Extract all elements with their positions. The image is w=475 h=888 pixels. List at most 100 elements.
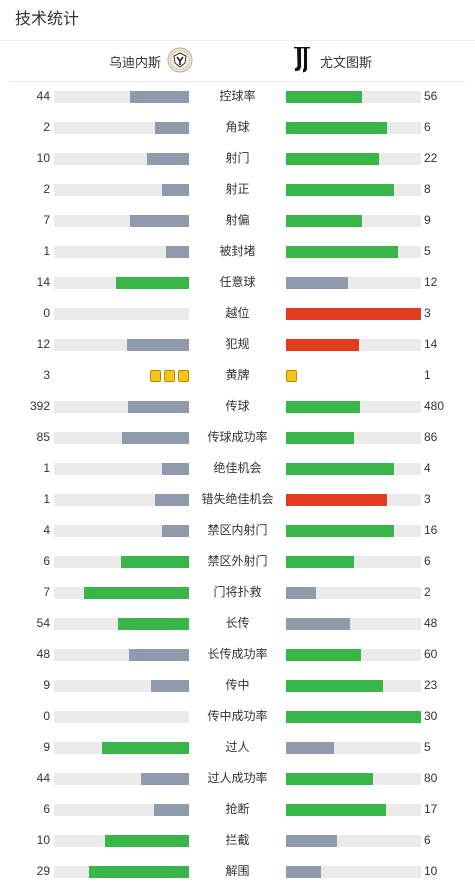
home-bar-track bbox=[54, 308, 189, 320]
teams-divider bbox=[10, 81, 465, 82]
home-bar-track bbox=[54, 866, 189, 878]
away-bar-fill bbox=[286, 556, 354, 568]
home-bar-track bbox=[54, 463, 189, 475]
stat-label: 解围 bbox=[225, 864, 250, 878]
away-bar-fill bbox=[286, 308, 421, 320]
home-bar-track bbox=[54, 587, 189, 599]
home-bar-track bbox=[54, 680, 189, 692]
stat-label: 抢断 bbox=[225, 802, 250, 816]
stat-label: 长传 bbox=[225, 616, 250, 630]
home-bar-track bbox=[54, 91, 189, 103]
away-value: 56 bbox=[424, 89, 438, 103]
away-bar-track bbox=[286, 835, 421, 847]
home-bar-track bbox=[54, 649, 189, 661]
away-bar-track bbox=[286, 649, 421, 661]
home-value: 12 bbox=[36, 337, 50, 351]
yellow-card-icon bbox=[286, 370, 297, 382]
home-bar-fill bbox=[129, 649, 189, 661]
away-bar-track bbox=[286, 91, 421, 103]
stat-row: 7 门将扑救 2 bbox=[0, 577, 475, 608]
away-bar-track bbox=[286, 618, 421, 630]
stat-label: 越位 bbox=[225, 306, 250, 320]
stat-label: 传中 bbox=[225, 678, 250, 692]
home-bar-fill bbox=[147, 153, 189, 165]
stat-label: 错失绝佳机会 bbox=[201, 492, 274, 506]
away-bar-fill bbox=[286, 618, 350, 630]
away-bar-fill bbox=[286, 804, 386, 816]
stat-label: 射偏 bbox=[225, 213, 250, 227]
stat-row: 10 射门 22 bbox=[0, 143, 475, 174]
home-bar-track bbox=[54, 277, 189, 289]
away-bar-fill bbox=[286, 866, 321, 878]
away-bar-fill bbox=[286, 215, 362, 227]
home-bar-fill bbox=[102, 742, 189, 754]
home-value: 44 bbox=[36, 771, 50, 785]
away-value: 6 bbox=[424, 554, 431, 568]
away-team[interactable]: 尤文图斯 bbox=[292, 41, 372, 81]
away-value: 3 bbox=[424, 306, 431, 320]
away-bar-track bbox=[286, 153, 421, 165]
teams-header: 乌迪内斯 尤文图斯 bbox=[0, 41, 475, 81]
away-value: 8 bbox=[424, 182, 431, 196]
home-bar-fill bbox=[118, 618, 189, 630]
away-bar-track bbox=[286, 184, 421, 196]
away-bar-track bbox=[286, 587, 421, 599]
home-bar-track bbox=[54, 773, 189, 785]
stat-row: 44 控球率 56 bbox=[0, 81, 475, 112]
away-bar-fill bbox=[286, 432, 354, 444]
away-bar-track bbox=[286, 804, 421, 816]
away-bar-fill bbox=[286, 711, 421, 723]
stat-row: 0 越位 3 bbox=[0, 298, 475, 329]
stat-label: 传球成功率 bbox=[207, 430, 268, 444]
away-value: 4 bbox=[424, 461, 431, 475]
home-bar-track bbox=[54, 432, 189, 444]
home-bar-track bbox=[54, 835, 189, 847]
home-value: 7 bbox=[43, 585, 50, 599]
home-bar-track bbox=[54, 618, 189, 630]
away-bar-fill bbox=[286, 277, 348, 289]
away-bar-track bbox=[286, 339, 421, 351]
stat-row: 6 禁区外射门 6 bbox=[0, 546, 475, 577]
away-value: 5 bbox=[424, 740, 431, 754]
away-bar-track bbox=[286, 525, 421, 537]
home-bar-fill bbox=[89, 866, 189, 878]
stat-label: 门将扑救 bbox=[213, 585, 262, 599]
away-bar-fill bbox=[286, 122, 387, 134]
home-team[interactable]: 乌迪内斯 bbox=[0, 41, 193, 81]
home-bar-track bbox=[54, 711, 189, 723]
yellow-card-icon bbox=[150, 370, 161, 382]
home-bar-fill bbox=[166, 246, 189, 258]
home-bar-track bbox=[54, 804, 189, 816]
away-bar-fill bbox=[286, 835, 337, 847]
home-value: 6 bbox=[43, 554, 50, 568]
stat-row: 14 任意球 12 bbox=[0, 267, 475, 298]
home-value: 4 bbox=[43, 523, 50, 537]
stat-label: 黄牌 bbox=[225, 368, 250, 382]
home-value: 1 bbox=[43, 244, 50, 258]
away-bar-fill bbox=[286, 401, 360, 413]
away-value: 17 bbox=[424, 802, 438, 816]
away-bar-track bbox=[286, 277, 421, 289]
stat-row: 6 抢断 17 bbox=[0, 794, 475, 825]
away-bar-track bbox=[286, 122, 421, 134]
stat-row: 4 禁区内射门 16 bbox=[0, 515, 475, 546]
away-bar-fill bbox=[286, 587, 316, 599]
home-bar-fill bbox=[128, 401, 189, 413]
away-bar-fill bbox=[286, 184, 394, 196]
away-value: 10 bbox=[424, 864, 438, 878]
away-bar-fill bbox=[286, 339, 359, 351]
stat-row: 3 黄牌 1 bbox=[0, 360, 475, 391]
away-value: 5 bbox=[424, 244, 431, 258]
stat-label: 射门 bbox=[225, 151, 250, 165]
away-bar-track bbox=[286, 308, 421, 320]
away-value: 2 bbox=[424, 585, 431, 599]
home-bar-fill bbox=[116, 277, 189, 289]
away-value: 23 bbox=[424, 678, 438, 692]
stat-row: 2 角球 6 bbox=[0, 112, 475, 143]
stat-row: 9 过人 5 bbox=[0, 732, 475, 763]
away-bar-track bbox=[286, 680, 421, 692]
home-value: 14 bbox=[36, 275, 50, 289]
away-bar-track bbox=[286, 711, 421, 723]
home-bar-fill bbox=[121, 556, 189, 568]
home-value: 85 bbox=[36, 430, 50, 444]
